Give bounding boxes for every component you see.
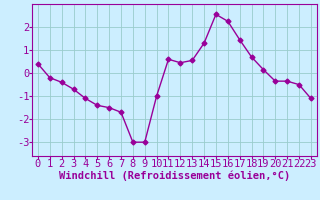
X-axis label: Windchill (Refroidissement éolien,°C): Windchill (Refroidissement éolien,°C) (59, 170, 290, 181)
